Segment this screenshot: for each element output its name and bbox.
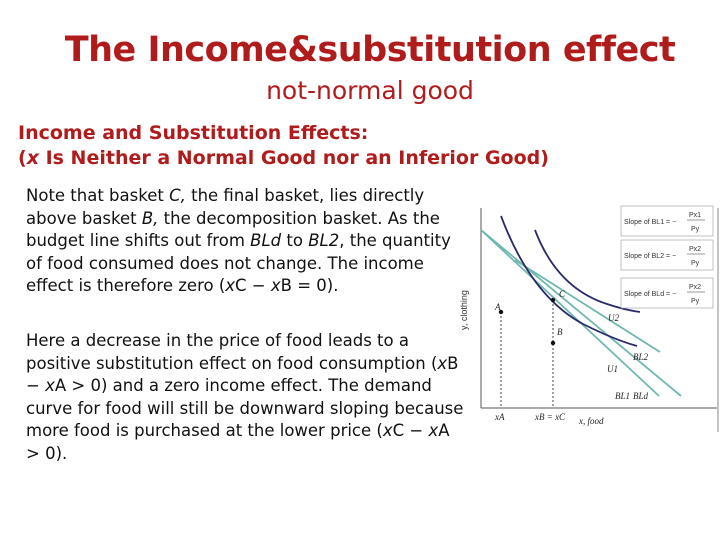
income-substitution-diagram: y, clothing A C B U2 U1 BL2 BL1 BLd xA x…: [459, 205, 719, 432]
paragraph-2: Here a decrease in the price of food lea…: [26, 331, 464, 463]
point-b-dot: [550, 340, 556, 346]
budget-line-bld: [480, 229, 682, 397]
slope-box-bl2: Slope of BL2 = − Px2 Py: [620, 239, 714, 271]
line-bl2-label: BL2: [633, 352, 649, 362]
heading-line-2: (x Is Neither a Normal Good nor an Infer…: [18, 146, 718, 171]
heading-rest: Is Neither a Normal Good nor an Inferior…: [38, 147, 549, 169]
point-a-label: A: [494, 302, 501, 312]
tick-xb-xc: xB = xC: [534, 412, 566, 422]
svg-text:Px2: Px2: [689, 284, 701, 291]
point-a-dot: [498, 309, 504, 315]
point-b-label: B: [557, 327, 563, 337]
point-c-label: C: [559, 289, 566, 299]
heading-paren: (: [18, 147, 27, 169]
svg-text:Px1: Px1: [689, 212, 701, 219]
indifference-curve-u1: [500, 215, 638, 347]
line-bld-label: BLd: [633, 391, 649, 401]
heading-line-1: Income and Substitution Effects:: [18, 122, 369, 144]
curve-u1-label: U1: [607, 364, 618, 374]
curve-u2-label: U2: [608, 313, 619, 323]
indifference-curve-u2: [534, 229, 641, 313]
tick-xa: xA: [494, 412, 505, 422]
svg-text:Py: Py: [691, 260, 700, 267]
svg-text:Slope of BL1 = −: Slope of BL1 = −: [624, 219, 676, 226]
section-heading: Income and Substitution Effects: (x Is N…: [18, 121, 718, 171]
budget-line-bl2: [514, 259, 661, 353]
budget-line-bl1: [480, 229, 660, 397]
slide-subtitle: not-normal good: [266, 76, 474, 105]
svg-text:Py: Py: [691, 226, 700, 233]
svg-text:Slope of BL2 = −: Slope of BL2 = −: [624, 253, 676, 260]
y-axis-label: y, clothing: [459, 290, 469, 330]
x-axis-label: x, food: [578, 416, 604, 426]
slope-box-bld: Slope of BLd = − Px2 Py: [620, 277, 714, 309]
slope-box-bl1: Slope of BL1 = − Px1 Py: [620, 205, 714, 237]
svg-text:Px2: Px2: [689, 246, 701, 253]
svg-text:Slope of BLd = −: Slope of BLd = −: [624, 291, 676, 298]
point-c-dot: [550, 297, 556, 303]
slide-title: The Income&substitution effect: [64, 30, 676, 70]
line-bl1-label: BL1: [615, 391, 630, 401]
paragraph-1: Note that basket C, the final basket, li…: [26, 186, 451, 295]
heading-var: x: [26, 147, 39, 169]
svg-text:Py: Py: [691, 298, 700, 305]
